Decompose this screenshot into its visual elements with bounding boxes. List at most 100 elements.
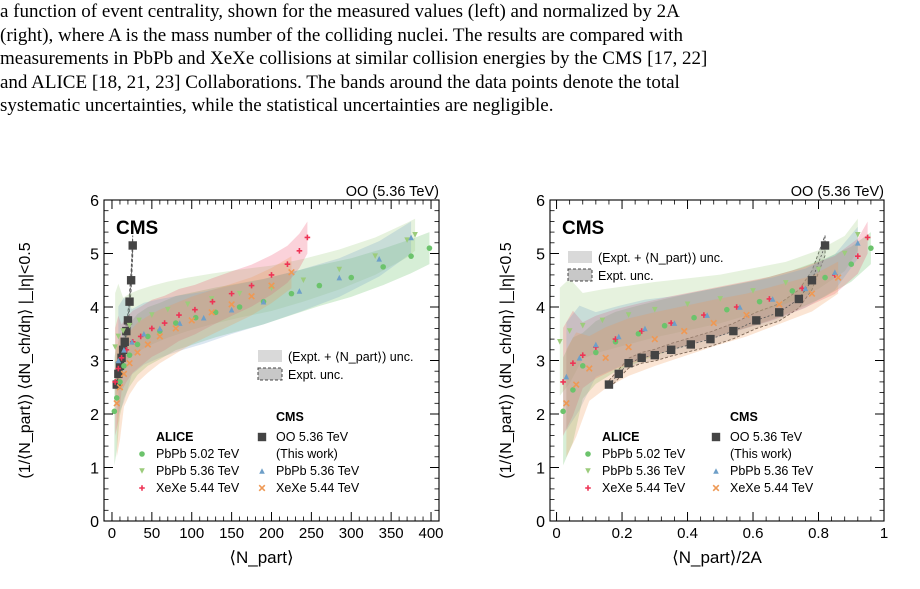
unc-legend-swatch <box>568 251 592 263</box>
data-point <box>614 369 623 379</box>
data-point <box>115 365 122 372</box>
data-point <box>336 266 343 273</box>
legend-marker <box>258 484 266 492</box>
chart-panel-1: 0 50 100 150 200 250 300 350 400 0 1 2 3 4 5 6 OO (5.36 … <box>17 184 444 567</box>
data-point <box>380 264 386 270</box>
data-point <box>802 285 809 292</box>
x-axis-label: ⟨N_part⟩ <box>229 548 293 567</box>
data-point <box>228 306 235 313</box>
data-point <box>126 352 133 358</box>
data-point <box>820 241 830 250</box>
data-point <box>566 328 573 334</box>
data-point <box>624 358 633 368</box>
data-point <box>815 266 822 273</box>
data-point <box>126 359 133 367</box>
x-tick-label: 0.2 <box>612 525 633 542</box>
y-tick-label: 2 <box>90 407 99 424</box>
data-point <box>855 253 861 259</box>
data-point <box>115 333 122 340</box>
x-tick-label: 1 <box>880 525 888 542</box>
data-point <box>134 341 141 348</box>
data-point <box>112 344 118 350</box>
data-point <box>642 325 648 332</box>
data-point <box>855 240 861 246</box>
uncertainty-band <box>114 232 430 466</box>
data-point <box>750 288 756 294</box>
data-point <box>775 308 784 317</box>
data-point <box>228 290 235 297</box>
data-point <box>637 353 646 363</box>
legend-label: XeXe 5.44 TeV <box>156 481 240 495</box>
data-point <box>121 347 127 353</box>
data-point <box>563 373 570 380</box>
data-point <box>680 327 688 335</box>
caption-line: a function of event centrality, shown fo… <box>0 1 680 22</box>
legend-label: PbPb 5.02 TeV <box>156 447 240 461</box>
data-point <box>156 333 164 340</box>
data-point <box>651 306 658 313</box>
data-point <box>625 312 632 318</box>
cms-label: CMS <box>562 218 604 239</box>
data-point <box>808 290 816 297</box>
figure-caption: a function of event centrality, shown fo… <box>0 0 908 118</box>
data-point <box>141 330 147 337</box>
data-point <box>172 325 180 332</box>
data-point <box>848 261 855 267</box>
data-point <box>635 330 642 337</box>
data-point <box>260 298 267 305</box>
unc-legend-swatch <box>258 350 282 362</box>
data-point <box>136 317 142 324</box>
data-point <box>123 316 133 325</box>
data-point <box>604 380 614 389</box>
legend-title-alice: ALICE <box>602 430 640 444</box>
data-point <box>661 322 668 329</box>
data-point <box>188 317 196 324</box>
legend-marker <box>711 432 721 442</box>
x-tick-label: 0 <box>108 525 116 542</box>
data-point <box>176 320 183 326</box>
data-point <box>743 311 750 319</box>
unc-legend-label: (Expt. + ⟨N_part⟩) unc. <box>598 251 723 265</box>
data-point <box>706 334 715 344</box>
data-point <box>236 304 243 310</box>
x-tick-label: 0.4 <box>677 525 698 542</box>
legend-marker <box>585 451 591 457</box>
data-point <box>585 365 593 372</box>
x-tick-label: 100 <box>179 525 204 542</box>
data-point <box>775 300 783 308</box>
legend-label: (This work) <box>276 447 338 461</box>
unc-legend-label: Expt. unc. <box>288 368 344 382</box>
data-point <box>701 312 707 318</box>
data-point <box>579 322 586 329</box>
data-point <box>208 308 216 316</box>
y-tick-label: 3 <box>90 354 99 371</box>
data-point <box>671 320 678 326</box>
data-point <box>557 338 563 345</box>
unc-legend-label: (Expt. + ⟨N_part⟩) unc. <box>288 350 413 364</box>
legend-marker <box>139 485 145 491</box>
data-point <box>248 292 255 300</box>
data-point <box>116 383 124 391</box>
legend-label: XeXe 5.44 TeV <box>730 481 814 495</box>
legend-marker <box>259 468 265 474</box>
data-point <box>304 234 311 241</box>
data-point <box>228 300 235 308</box>
uncertainty-band <box>566 261 839 458</box>
legend-label: XeXe 5.44 TeV <box>276 481 360 495</box>
data-point <box>668 320 674 326</box>
y-tick-label: 5 <box>90 247 99 264</box>
data-point <box>134 349 141 356</box>
data-point <box>868 245 874 251</box>
data-point <box>807 276 817 285</box>
uncertainty-band <box>116 256 292 458</box>
data-point <box>122 326 131 336</box>
data-point <box>236 290 243 297</box>
data-point <box>724 306 730 313</box>
uncertainty-band <box>563 221 868 436</box>
data-point <box>118 355 125 361</box>
data-point <box>651 335 659 343</box>
uncertainty-band <box>559 218 858 396</box>
legend-title-cms: CMS <box>730 410 758 424</box>
cms-label: CMS <box>116 218 158 239</box>
